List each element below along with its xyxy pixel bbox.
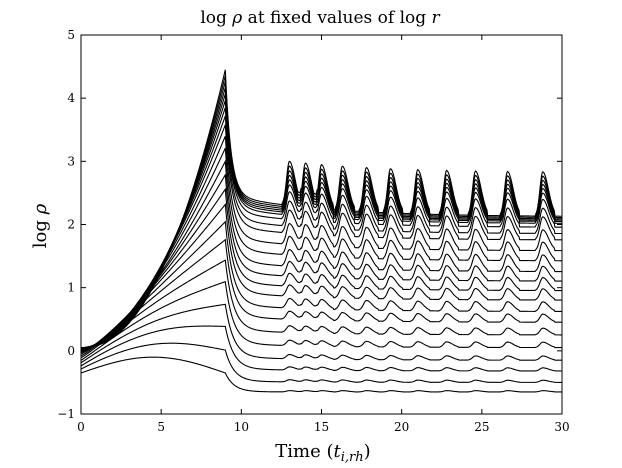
series-line xyxy=(81,187,562,353)
x-tick-label: 15 xyxy=(314,420,329,434)
y-tick-label: 5 xyxy=(67,28,75,42)
series-line xyxy=(81,202,562,354)
x-tick-label: 20 xyxy=(394,420,409,434)
x-tick-label: 25 xyxy=(474,420,489,434)
series-line xyxy=(81,220,562,355)
series-line xyxy=(81,325,562,372)
y-tick-label: 1 xyxy=(67,281,75,295)
y-tick-label: −1 xyxy=(57,407,75,421)
x-tick-label: 5 xyxy=(157,420,165,434)
chart-title: log ρ at fixed values of log r xyxy=(200,8,440,28)
y-axis-label: log ρ xyxy=(30,203,51,248)
y-tick-label: 4 xyxy=(67,91,75,105)
x-tick-label: 0 xyxy=(77,420,85,434)
series-line xyxy=(81,115,562,349)
series-line xyxy=(81,356,562,393)
series-line xyxy=(81,124,562,350)
series-line xyxy=(81,238,562,357)
series-line xyxy=(81,173,562,353)
series-line xyxy=(81,100,562,349)
y-tick-label: 2 xyxy=(67,218,75,232)
x-tick-label: 30 xyxy=(554,420,569,434)
series-line xyxy=(81,93,562,349)
series-line xyxy=(81,303,562,364)
x-tick-label: 10 xyxy=(234,420,249,434)
series-line xyxy=(81,159,562,352)
series-line xyxy=(81,147,562,351)
y-tick-label: 0 xyxy=(67,344,75,358)
series-line xyxy=(81,81,562,349)
series-line xyxy=(81,342,562,383)
series-line xyxy=(81,280,562,361)
series-line xyxy=(81,135,562,351)
y-tick-label: 3 xyxy=(67,154,75,168)
series-line xyxy=(81,259,562,359)
x-axis-label: Time (ti,rh) xyxy=(275,441,370,465)
series-group xyxy=(81,69,562,393)
series-line xyxy=(81,69,562,349)
